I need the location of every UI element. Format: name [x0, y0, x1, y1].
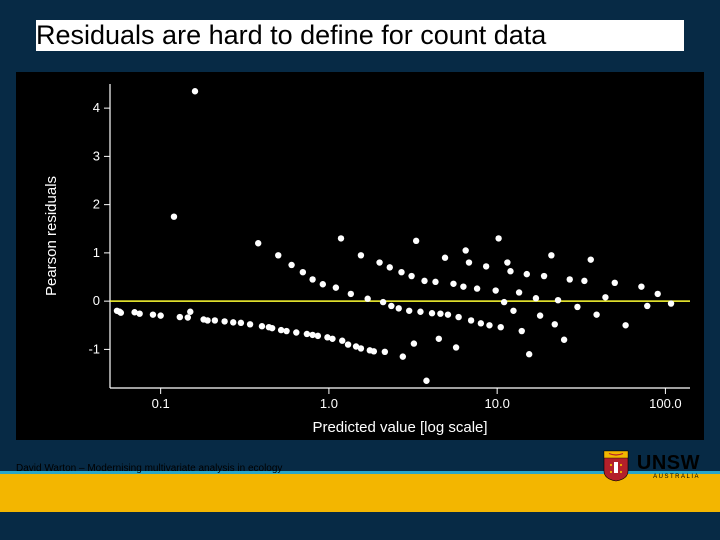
- residuals-scatter: -1 0 1 2 3 4 0.1 1.0 10.0 100.0 Predicted value [l…: [16, 72, 704, 440]
- svg-text:0: 0: [93, 293, 100, 308]
- svg-text:1: 1: [93, 245, 100, 260]
- svg-text:4: 4: [93, 100, 100, 115]
- slide-title: Residuals are hard to define for count d…: [36, 20, 546, 50]
- svg-text:1.0: 1.0: [320, 396, 338, 411]
- unsw-text-block: UNSW AUSTRALIA: [637, 453, 700, 480]
- svg-text:-1: -1: [88, 341, 100, 356]
- unsw-sub: AUSTRALIA: [637, 474, 700, 480]
- crest-icon: [603, 450, 629, 482]
- svg-text:100.0: 100.0: [649, 396, 682, 411]
- footer-band: David Warton – Modernising multivariate …: [0, 474, 720, 512]
- svg-text:2: 2: [93, 197, 100, 212]
- unsw-wordmark: UNSW: [637, 453, 700, 473]
- svg-text:Pearson residuals: Pearson residuals: [43, 176, 60, 296]
- unsw-logo: UNSW AUSTRALIA: [603, 450, 700, 482]
- svg-text:0.1: 0.1: [152, 396, 170, 411]
- svg-text:10.0: 10.0: [485, 396, 510, 411]
- chart-panel: -1 0 1 2 3 4 0.1 1.0 10.0 100.0 Predicted value [l…: [16, 72, 704, 440]
- title-box: Residuals are hard to define for count d…: [36, 20, 684, 51]
- svg-text:3: 3: [93, 148, 100, 163]
- footer-text: David Warton – Modernising multivariate …: [16, 463, 282, 474]
- svg-text:Predicted value [log scale]: Predicted value [log scale]: [312, 419, 487, 436]
- slide-root: Residuals are hard to define for count d…: [0, 0, 720, 540]
